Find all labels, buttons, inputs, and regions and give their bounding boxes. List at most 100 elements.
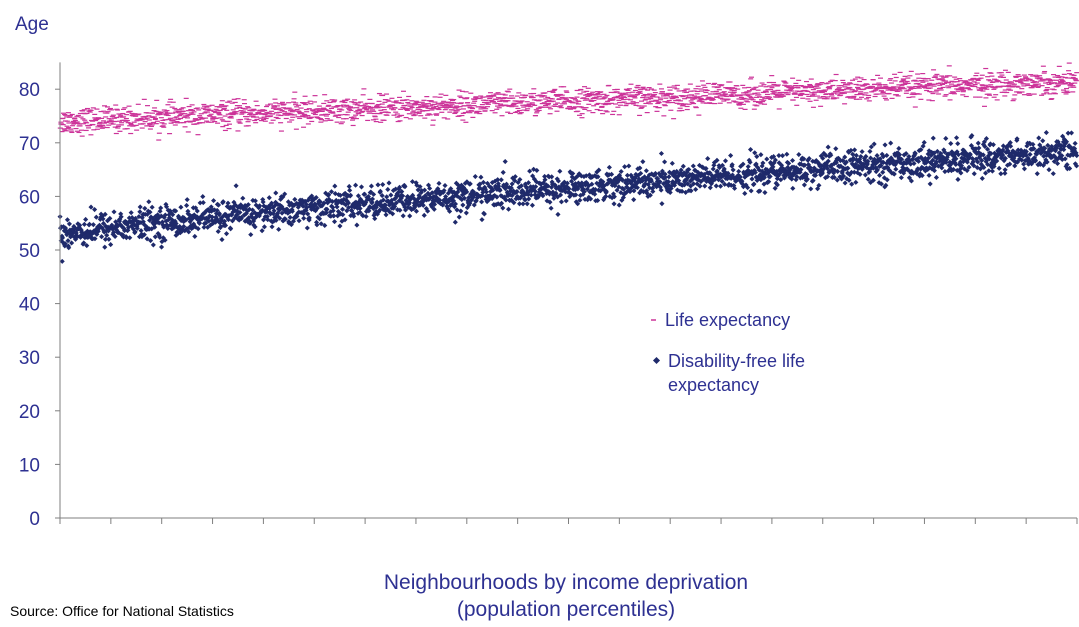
disability-free-point <box>250 207 256 213</box>
disability-free-point <box>1063 139 1070 145</box>
disability-free-point <box>986 168 992 174</box>
disability-free-point <box>503 197 509 203</box>
disability-free-point <box>842 180 848 186</box>
disability-free-point <box>357 205 363 212</box>
disability-free-point <box>322 222 328 229</box>
disability-free-point <box>448 186 454 192</box>
disability-free-point <box>147 209 153 215</box>
disability-free-point <box>483 189 489 195</box>
disability-free-point <box>1062 156 1068 162</box>
disability-free-point <box>441 187 447 194</box>
disability-free-point <box>714 157 720 163</box>
disability-free-point <box>81 221 87 227</box>
disability-free-point <box>259 228 265 234</box>
disability-free-point <box>339 206 346 212</box>
disability-free-point <box>626 163 632 169</box>
disability-free-point <box>1061 147 1067 153</box>
life-expectancy-points <box>57 62 1079 141</box>
disability-free-point <box>436 180 442 186</box>
disability-free-point <box>866 169 873 175</box>
disability-free-point <box>796 151 802 158</box>
disability-free-point <box>982 143 988 150</box>
disability-free-point <box>213 214 219 220</box>
disability-free-point <box>639 178 645 184</box>
disability-free-point <box>616 202 622 208</box>
disability-free-point <box>789 157 796 164</box>
disability-free-point <box>132 229 138 235</box>
disability-free-point <box>59 235 66 241</box>
disability-free-point <box>330 204 336 211</box>
disability-free-point <box>354 222 360 228</box>
disability-free-point <box>596 167 602 173</box>
disability-free-point <box>102 244 108 250</box>
disability-free-point <box>509 181 515 187</box>
y-axis-label: Age <box>15 14 49 35</box>
disability-free-point <box>162 212 168 218</box>
disability-free-point <box>214 207 220 213</box>
disability-free-point <box>771 154 777 160</box>
disability-free-point <box>314 222 320 228</box>
legend-marker-disability-free <box>652 356 661 365</box>
disability-free-point <box>981 139 987 145</box>
disability-free-point <box>614 187 620 193</box>
disability-free-point <box>1014 136 1020 142</box>
disability-free-point <box>100 216 106 222</box>
y-tick-label: 60 <box>19 187 40 208</box>
disability-free-point <box>400 213 406 219</box>
disability-free-point <box>252 198 258 204</box>
disability-free-point <box>658 150 664 157</box>
disability-free-point <box>332 183 338 189</box>
disability-free-point <box>287 214 293 220</box>
disability-free-point <box>184 197 190 203</box>
disability-free-point <box>377 207 383 213</box>
disability-free-point <box>1068 130 1075 136</box>
disability-free-point <box>737 174 743 180</box>
disability-free-point <box>899 156 905 162</box>
disability-free-point <box>402 184 408 190</box>
disability-free-point <box>690 181 697 187</box>
disability-free-point <box>555 211 561 217</box>
disability-free-point <box>685 181 691 187</box>
disability-free-point <box>417 184 423 190</box>
disability-free-point <box>447 208 453 214</box>
disability-free-point <box>807 164 813 171</box>
disability-free-point <box>534 167 540 173</box>
disability-free-point <box>157 208 163 214</box>
disability-free-point <box>220 199 226 205</box>
disability-free-point <box>138 228 144 234</box>
disability-free-point <box>526 196 532 202</box>
y-tick-label: 80 <box>19 80 40 101</box>
disability-free-point <box>323 210 330 216</box>
disability-free-point <box>611 201 617 207</box>
disability-free-point <box>918 147 924 153</box>
disability-free-point <box>371 191 377 197</box>
disability-free-point <box>222 222 229 228</box>
disability-free-point <box>69 240 75 246</box>
disability-free-point <box>958 163 965 169</box>
disability-free-point <box>502 158 508 165</box>
disability-free-point <box>413 208 419 214</box>
disability-free-point <box>407 213 413 219</box>
disability-free-point <box>314 205 320 211</box>
disability-free-point <box>1031 146 1037 152</box>
disability-free-point <box>989 168 995 174</box>
disability-free-point <box>631 188 637 194</box>
disability-free-point <box>497 187 503 193</box>
disability-free-point <box>603 188 609 194</box>
disability-free-point <box>99 234 105 240</box>
disability-free-point <box>1074 163 1079 169</box>
disability-free-point <box>742 190 748 197</box>
disability-free-point <box>228 226 234 232</box>
disability-free-point <box>1072 145 1078 152</box>
disability-free-point <box>148 238 154 244</box>
disability-free-point <box>921 139 927 146</box>
disability-free-point <box>471 202 477 208</box>
disability-free-point <box>841 173 847 179</box>
disability-free-point <box>137 204 143 210</box>
disability-free-point <box>194 208 200 214</box>
disability-free-point <box>111 229 117 235</box>
disability-free-point <box>159 244 165 250</box>
disability-free-point <box>1021 161 1027 167</box>
disability-free-point <box>104 232 110 238</box>
